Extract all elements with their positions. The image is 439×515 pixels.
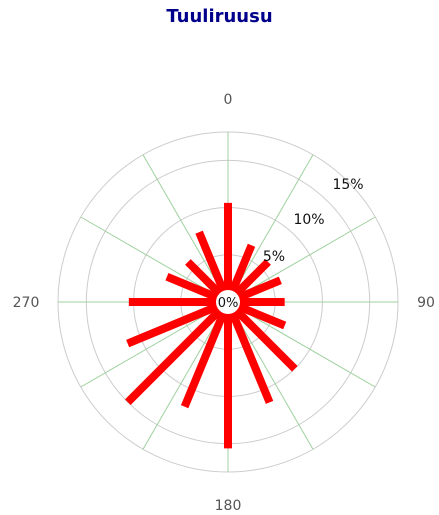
- chart-title: Tuuliruusu: [166, 6, 273, 27]
- center-hole: [216, 290, 240, 314]
- bar-135: [225, 299, 298, 372]
- ring-label-5: 5%: [263, 249, 285, 265]
- bar-157_5: [224, 300, 274, 404]
- direction-label-0: 0: [224, 92, 233, 108]
- center-label: 0%: [218, 296, 239, 311]
- ring-label-15: 15%: [332, 177, 363, 193]
- bar-225: [124, 299, 231, 406]
- direction-label-270: 270: [13, 295, 40, 311]
- bar-202_5: [180, 300, 232, 409]
- wind-bars: [124, 202, 298, 449]
- chart-labels: 0% 0 90 180 270 5% 10% 15%: [13, 92, 435, 514]
- bar-247_5: [126, 298, 230, 348]
- direction-label-180: 180: [215, 498, 242, 514]
- bar-337_5: [195, 230, 232, 304]
- ring-label-10: 10%: [293, 212, 324, 228]
- direction-label-90: 90: [417, 295, 435, 311]
